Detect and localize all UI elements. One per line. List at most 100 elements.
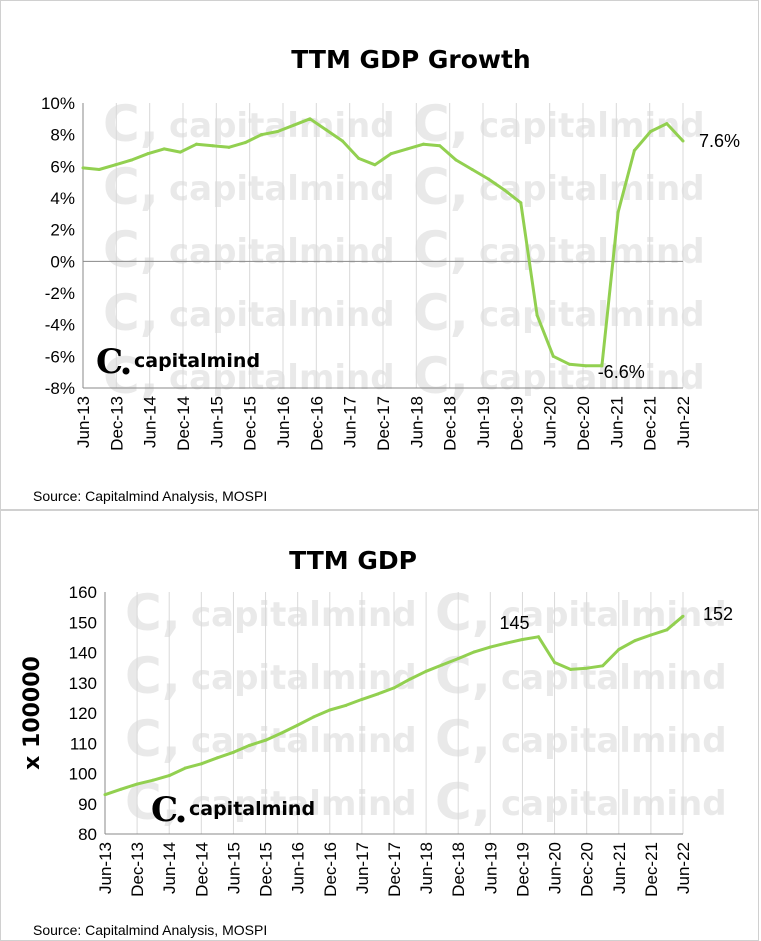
y-tick-label: 8% (50, 126, 75, 145)
series-line (82, 117, 685, 368)
gdp-growth-chart-panel: C, capitalmind C, capitalmind C, capitalmind C… (0, 0, 759, 510)
y-tick-labels: 80 90 100 110 120 130 140 150 160 (69, 583, 97, 844)
x-tick-label: Jun-13 (74, 396, 93, 448)
watermark-logo-text: capitalmind (479, 358, 705, 398)
data-label: -6.6% (598, 362, 645, 382)
data-point (373, 163, 377, 167)
data-point (567, 362, 571, 366)
x-tick-label: Jun-21 (610, 842, 629, 894)
capitalmind-logo-mark: C (96, 342, 123, 382)
data-point (649, 633, 653, 637)
x-tick-label: Dec-18 (449, 842, 468, 897)
x-tick-label: Dec-19 (513, 842, 532, 897)
x-tick-label: Jun-17 (353, 842, 372, 894)
watermark-logo-mark: C, (435, 710, 491, 768)
x-tick-label: Jun-22 (674, 396, 693, 448)
y-tick-label: 130 (69, 674, 97, 693)
chart-title: TTM GDP (289, 546, 417, 575)
watermark-logo-text: capitalmind (501, 721, 727, 761)
y-tick-label: -6% (45, 347, 75, 366)
x-tick-labels: Jun-13 Dec-13 Jun-14 Dec-14 Jun-15 Dec-15 Jun-… (96, 842, 693, 897)
data-point (167, 774, 171, 778)
data-point (438, 144, 442, 148)
y-tick-label: -2% (45, 284, 75, 303)
y-tick-label: 4% (50, 189, 75, 208)
data-point (97, 168, 101, 171)
watermark-logo-mark: C, (125, 773, 181, 831)
watermark-logo-mark: C, (413, 221, 469, 279)
data-point (243, 141, 247, 145)
y-tick-label: 80 (78, 825, 97, 844)
watermark-logo-text: capitalmind (169, 169, 395, 209)
watermark-logo-text: capitalmind (501, 595, 727, 635)
x-tick-label: Dec-21 (641, 396, 660, 451)
data-point (440, 663, 444, 667)
y-tick-label: 90 (78, 795, 97, 814)
watermark-logo-text: capitalmind (191, 658, 417, 698)
watermark-logo-text: capitalmind (479, 295, 705, 335)
x-tick-label: Jun-19 (474, 396, 493, 448)
data-point (454, 158, 458, 162)
data-point (296, 723, 300, 727)
data-point (665, 628, 669, 632)
y-tick-label: 160 (69, 583, 97, 602)
data-point (569, 667, 573, 671)
x-tick-label: Dec-17 (385, 842, 404, 897)
x-tick-label: Dec-18 (441, 396, 460, 451)
data-point (119, 787, 123, 791)
data-point (649, 130, 653, 133)
series-points (103, 614, 685, 797)
data-point (601, 664, 605, 668)
watermark-logo-text: capitalmind (479, 232, 705, 272)
data-point (231, 750, 235, 754)
x-tick-label: Dec-20 (578, 842, 597, 897)
watermark-logo-mark: C, (103, 95, 159, 153)
data-point (130, 158, 134, 162)
data-point (227, 145, 231, 149)
data-point (151, 778, 155, 782)
data-point (537, 635, 540, 639)
data-point (183, 766, 187, 770)
data-label: 152 (703, 604, 733, 624)
watermark-logo-mark: C, (125, 647, 181, 705)
data-point (392, 686, 396, 690)
x-tick-label: Dec-15 (257, 842, 276, 897)
data-point (308, 117, 312, 121)
data-point (248, 743, 251, 747)
x-tick-label: Jun-15 (224, 842, 243, 894)
data-point (408, 677, 412, 681)
data-point (600, 364, 604, 368)
x-tick-label: Jun-20 (541, 396, 560, 448)
watermark-logo-mark: C, (103, 221, 159, 279)
x-tick-label: Jun-20 (546, 842, 565, 894)
data-point (665, 122, 669, 126)
data-point (195, 142, 199, 146)
data-point (681, 614, 685, 618)
x-tick-label: Jun-18 (417, 842, 436, 894)
data-point (472, 650, 476, 654)
y-tick-label: 140 (69, 644, 97, 663)
watermark-logo-mark: C, (413, 347, 469, 405)
data-point (553, 660, 557, 664)
series-points (81, 117, 685, 368)
x-tick-label: Jun-21 (607, 396, 626, 448)
x-tick-label: Dec-16 (307, 396, 326, 451)
data-point (519, 201, 523, 205)
data-point (292, 123, 296, 127)
data-point (585, 666, 589, 670)
data-point (424, 669, 428, 673)
y-tick-label: 0% (50, 252, 75, 271)
watermark-logo-text: capitalmind (169, 232, 395, 272)
data-label: 7.6% (699, 131, 740, 151)
x-tick-label: Dec-13 (128, 842, 147, 897)
data-point (360, 697, 364, 701)
data-point (135, 782, 139, 786)
chart-title: TTM GDP Growth (291, 45, 530, 74)
watermark-logo-text: capitalmind (169, 358, 395, 398)
data-point (211, 144, 215, 148)
watermark-logo-text: capitalmind (191, 784, 417, 824)
y-tick-label: 150 (69, 613, 97, 632)
